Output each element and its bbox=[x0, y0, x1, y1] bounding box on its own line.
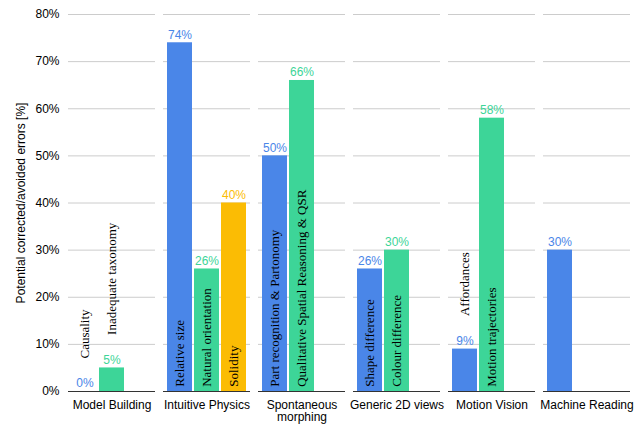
svg-text:20%: 20% bbox=[35, 290, 59, 304]
svg-text:74%: 74% bbox=[168, 28, 192, 42]
svg-text:Causality: Causality bbox=[77, 309, 92, 359]
svg-text:10%: 10% bbox=[35, 337, 59, 351]
svg-text:30%: 30% bbox=[548, 235, 572, 249]
svg-text:Intuitive Physics: Intuitive Physics bbox=[164, 398, 250, 412]
svg-text:50%: 50% bbox=[35, 149, 59, 163]
svg-text:Qualitative Spatial Reasoning: Qualitative Spatial Reasoning & QSR bbox=[294, 189, 309, 386]
svg-text:30%: 30% bbox=[385, 235, 409, 249]
svg-text:Generic 2D views: Generic 2D views bbox=[350, 398, 444, 412]
svg-text:70%: 70% bbox=[35, 54, 59, 68]
svg-text:Relative size: Relative size bbox=[172, 320, 187, 387]
svg-text:26%: 26% bbox=[358, 254, 382, 268]
svg-text:Shape difference: Shape difference bbox=[362, 299, 377, 387]
svg-text:26%: 26% bbox=[195, 254, 219, 268]
svg-text:40%: 40% bbox=[35, 196, 59, 210]
svg-text:0%: 0% bbox=[76, 376, 94, 390]
svg-text:50%: 50% bbox=[263, 141, 287, 155]
svg-text:9%: 9% bbox=[456, 334, 474, 348]
svg-text:Motion Vision: Motion Vision bbox=[456, 398, 528, 412]
svg-text:40%: 40% bbox=[222, 188, 246, 202]
svg-text:Affordances: Affordances bbox=[457, 252, 472, 316]
svg-text:58%: 58% bbox=[480, 103, 504, 117]
svg-text:0%: 0% bbox=[42, 384, 60, 398]
svg-text:Machine Reading: Machine Reading bbox=[540, 398, 633, 412]
svg-text:Inadequate taxonomy: Inadequate taxonomy bbox=[104, 222, 119, 335]
svg-text:5%: 5% bbox=[103, 353, 121, 367]
svg-text:80%: 80% bbox=[35, 7, 59, 21]
svg-text:Spontaneousmorphing: Spontaneousmorphing bbox=[267, 398, 338, 424]
svg-text:Potential corrected/avoided er: Potential corrected/avoided errors [%] bbox=[14, 103, 28, 304]
svg-text:66%: 66% bbox=[290, 65, 314, 79]
svg-text:Motion trajectories: Motion trajectories bbox=[484, 288, 499, 387]
svg-text:Part recognition & Partonomy: Part recognition & Partonomy bbox=[267, 229, 282, 387]
svg-text:Colour difference: Colour difference bbox=[389, 295, 404, 387]
svg-text:Model Building: Model Building bbox=[73, 398, 152, 412]
svg-text:Solidity: Solidity bbox=[226, 345, 241, 387]
svg-text:30%: 30% bbox=[35, 243, 59, 257]
svg-text:Natural orientation: Natural orientation bbox=[199, 288, 214, 387]
svg-text:60%: 60% bbox=[35, 102, 59, 116]
